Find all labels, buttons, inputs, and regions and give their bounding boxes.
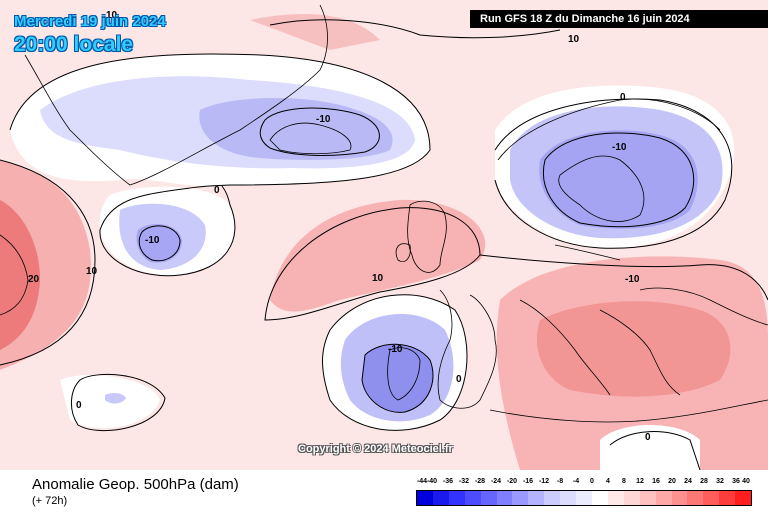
legend-tick-label: 32 [716, 478, 724, 485]
legend-swatch [417, 491, 433, 505]
legend-tick-label: -16 [522, 478, 534, 485]
legend-tick-label: 0 [590, 478, 594, 485]
legend-swatch [719, 491, 736, 505]
legend-swatch [448, 491, 465, 505]
legend-swatch [432, 491, 449, 505]
parameter-title: Anomalie Geop. 500hPa (dam) [32, 476, 239, 493]
legend-tick-label: 20 [668, 478, 676, 485]
legend-tick-label: 36 [732, 478, 740, 485]
anomaly-map: 10 10 -10 0 -10 10 20 0 -10 10 -10 0 -10… [0, 0, 768, 470]
contour-label: -10 [388, 344, 403, 355]
run-info-banner: Run GFS 18 Z du Dimanche 16 juin 2024 [470, 10, 768, 28]
coastlines [0, 4, 768, 423]
legend-tick-label: -8 [556, 478, 564, 485]
contour-labels: 10 10 -10 0 -10 10 20 0 -10 10 -10 0 -10… [28, 10, 651, 443]
legend-swatch [560, 491, 577, 505]
legend-tick-label: -28 [474, 478, 486, 485]
contour-label: -10 [145, 235, 160, 246]
legend-swatch [639, 491, 656, 505]
contour-label: 10 [106, 10, 118, 21]
anomaly-contours [0, 19, 768, 470]
contour-label: 0 [620, 92, 626, 103]
contour-label: -10 [316, 114, 331, 125]
legend-swatch [464, 491, 481, 505]
legend-swatch [544, 491, 561, 505]
legend-swatch [607, 491, 624, 505]
legend-swatch [528, 491, 545, 505]
contour-label: 10 [568, 34, 580, 45]
legend-tick-label: 28 [700, 478, 708, 485]
legend-swatch [671, 491, 688, 505]
legend-tick-label: -20 [506, 478, 518, 485]
copyright-notice: Copyright © 2024 Meteociel.fr [298, 443, 453, 455]
legend-color-bar [416, 490, 752, 506]
legend-tick-label: -40 [426, 478, 438, 485]
legend-swatch [623, 491, 640, 505]
legend-swatch [703, 491, 720, 505]
contour-label: -10 [612, 142, 627, 153]
legend-swatch [480, 491, 497, 505]
legend-tick-label: 8 [622, 478, 626, 485]
contour-label: 0 [645, 432, 651, 443]
legend-labels: -44 -40 -36 -32 -28 -24 -20 -16 -12 -8 -4 0 4 8 12 16 20… [416, 478, 752, 488]
legend-tick-label: 4 [606, 478, 610, 485]
contour-label: 10 [372, 273, 384, 284]
contour-label: 0 [76, 400, 82, 411]
color-legend: -44 -40 -36 -32 -28 -24 -20 -16 -12 -8 -4 0 4 8 12 16 20… [416, 478, 752, 508]
legend-swatch [591, 491, 608, 505]
contour-label: 10 [86, 266, 98, 277]
legend-tick-label: -44 [416, 478, 428, 485]
forecast-range: (+ 72h) [32, 495, 68, 507]
legend-swatch [496, 491, 513, 505]
contour-label: 0 [456, 374, 462, 385]
contour-label: 20 [28, 274, 40, 285]
legend-swatch [735, 491, 752, 505]
legend-tick-label: 40 [742, 478, 750, 485]
positive-anomaly-areas [0, 14, 768, 470]
legend-tick-label: -32 [458, 478, 470, 485]
legend-tick-label: 24 [684, 478, 692, 485]
map-canvas: 10 10 -10 0 -10 10 20 0 -10 10 -10 0 -10… [0, 4, 768, 470]
legend-tick-label: -12 [538, 478, 550, 485]
legend-tick-label: 12 [636, 478, 644, 485]
legend-swatch [512, 491, 529, 505]
legend-tick-label: -36 [442, 478, 454, 485]
contour-label: 0 [214, 185, 220, 196]
legend-swatch [687, 491, 704, 505]
legend-swatch [576, 491, 592, 505]
legend-tick-label: -4 [572, 478, 580, 485]
contour-label: -10 [625, 274, 640, 285]
legend-tick-label: -24 [490, 478, 502, 485]
legend-tick-label: 16 [652, 478, 660, 485]
valid-time: 20:00 locale [14, 33, 134, 56]
legend-swatch [655, 491, 672, 505]
valid-date: Mercredi 19 juin 2024 [14, 13, 166, 30]
